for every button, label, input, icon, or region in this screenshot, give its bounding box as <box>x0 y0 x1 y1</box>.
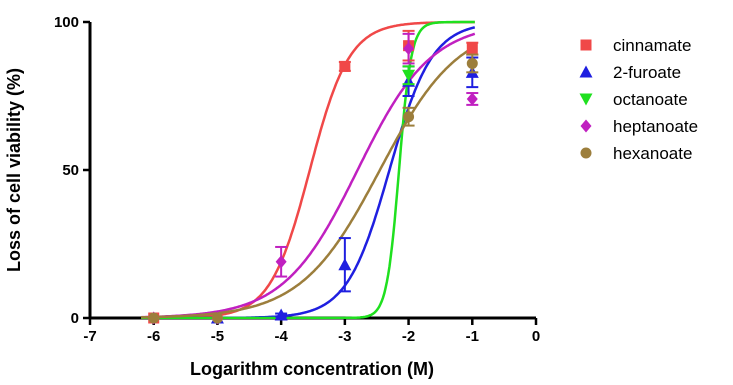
marker-diamond <box>275 255 287 269</box>
fit-curve-octanoate <box>141 20 475 319</box>
marker-circle <box>211 312 223 324</box>
y-tick-label: 100 <box>54 14 79 31</box>
axes: -7 -6 -5 -4 -3 -2 -1 0 0 50 100 <box>54 14 540 345</box>
marker-diamond <box>403 42 415 56</box>
fit-curve-cinnamate <box>141 20 475 319</box>
marker-circle <box>403 111 415 123</box>
marker-triangle-up <box>579 65 593 78</box>
legend-label: cinnamate <box>613 36 691 55</box>
legend-label: 2-furoate <box>613 63 681 82</box>
marker-square <box>339 60 351 72</box>
y-axis-title: Loss of cell viability (%) <box>4 68 24 272</box>
x-tick-label: -7 <box>83 328 96 345</box>
fit-curve-hexanoate <box>141 45 476 319</box>
marker-triangle-up <box>274 308 288 321</box>
legend-label: heptanoate <box>613 117 698 136</box>
x-tick-label: 0 <box>532 328 540 345</box>
marker-diamond <box>580 119 592 133</box>
marker-triangle-down <box>579 93 593 106</box>
y-tick-label: 50 <box>62 162 79 179</box>
marker-square <box>466 43 478 55</box>
marker-circle <box>148 312 160 324</box>
fit-curves <box>140 20 476 319</box>
legend-label: octanoate <box>613 90 688 109</box>
x-tick-label: -3 <box>338 328 351 345</box>
x-tick-label: -2 <box>402 328 415 345</box>
marker-triangle-up <box>338 258 352 271</box>
legend-label: hexanoate <box>613 144 692 163</box>
x-tick-label: -5 <box>211 328 224 345</box>
marker-triangle-down <box>402 69 416 82</box>
x-tick-label: -1 <box>466 328 479 345</box>
y-tick-label: 0 <box>71 310 79 327</box>
legend: cinnamate 2-furoate octanoate heptanoate hex… <box>579 36 698 163</box>
marker-circle <box>466 57 478 69</box>
x-axis-title: Logarithm concentration (M) <box>190 359 434 379</box>
x-tick-label: -6 <box>147 328 160 345</box>
marker-diamond <box>466 92 478 106</box>
marker-square <box>580 39 592 51</box>
x-tick-label: -4 <box>274 328 288 345</box>
data-markers <box>148 29 479 325</box>
marker-circle <box>580 147 592 159</box>
